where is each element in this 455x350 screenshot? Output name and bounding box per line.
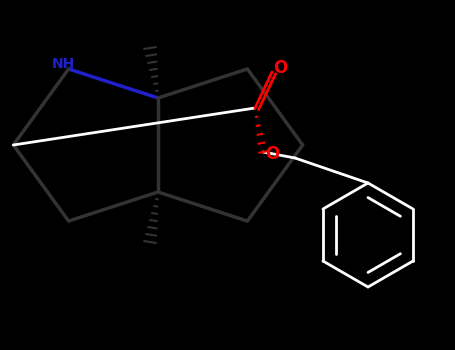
Text: NH: NH: [52, 57, 75, 71]
Text: O: O: [273, 59, 287, 77]
Text: O: O: [265, 145, 279, 163]
